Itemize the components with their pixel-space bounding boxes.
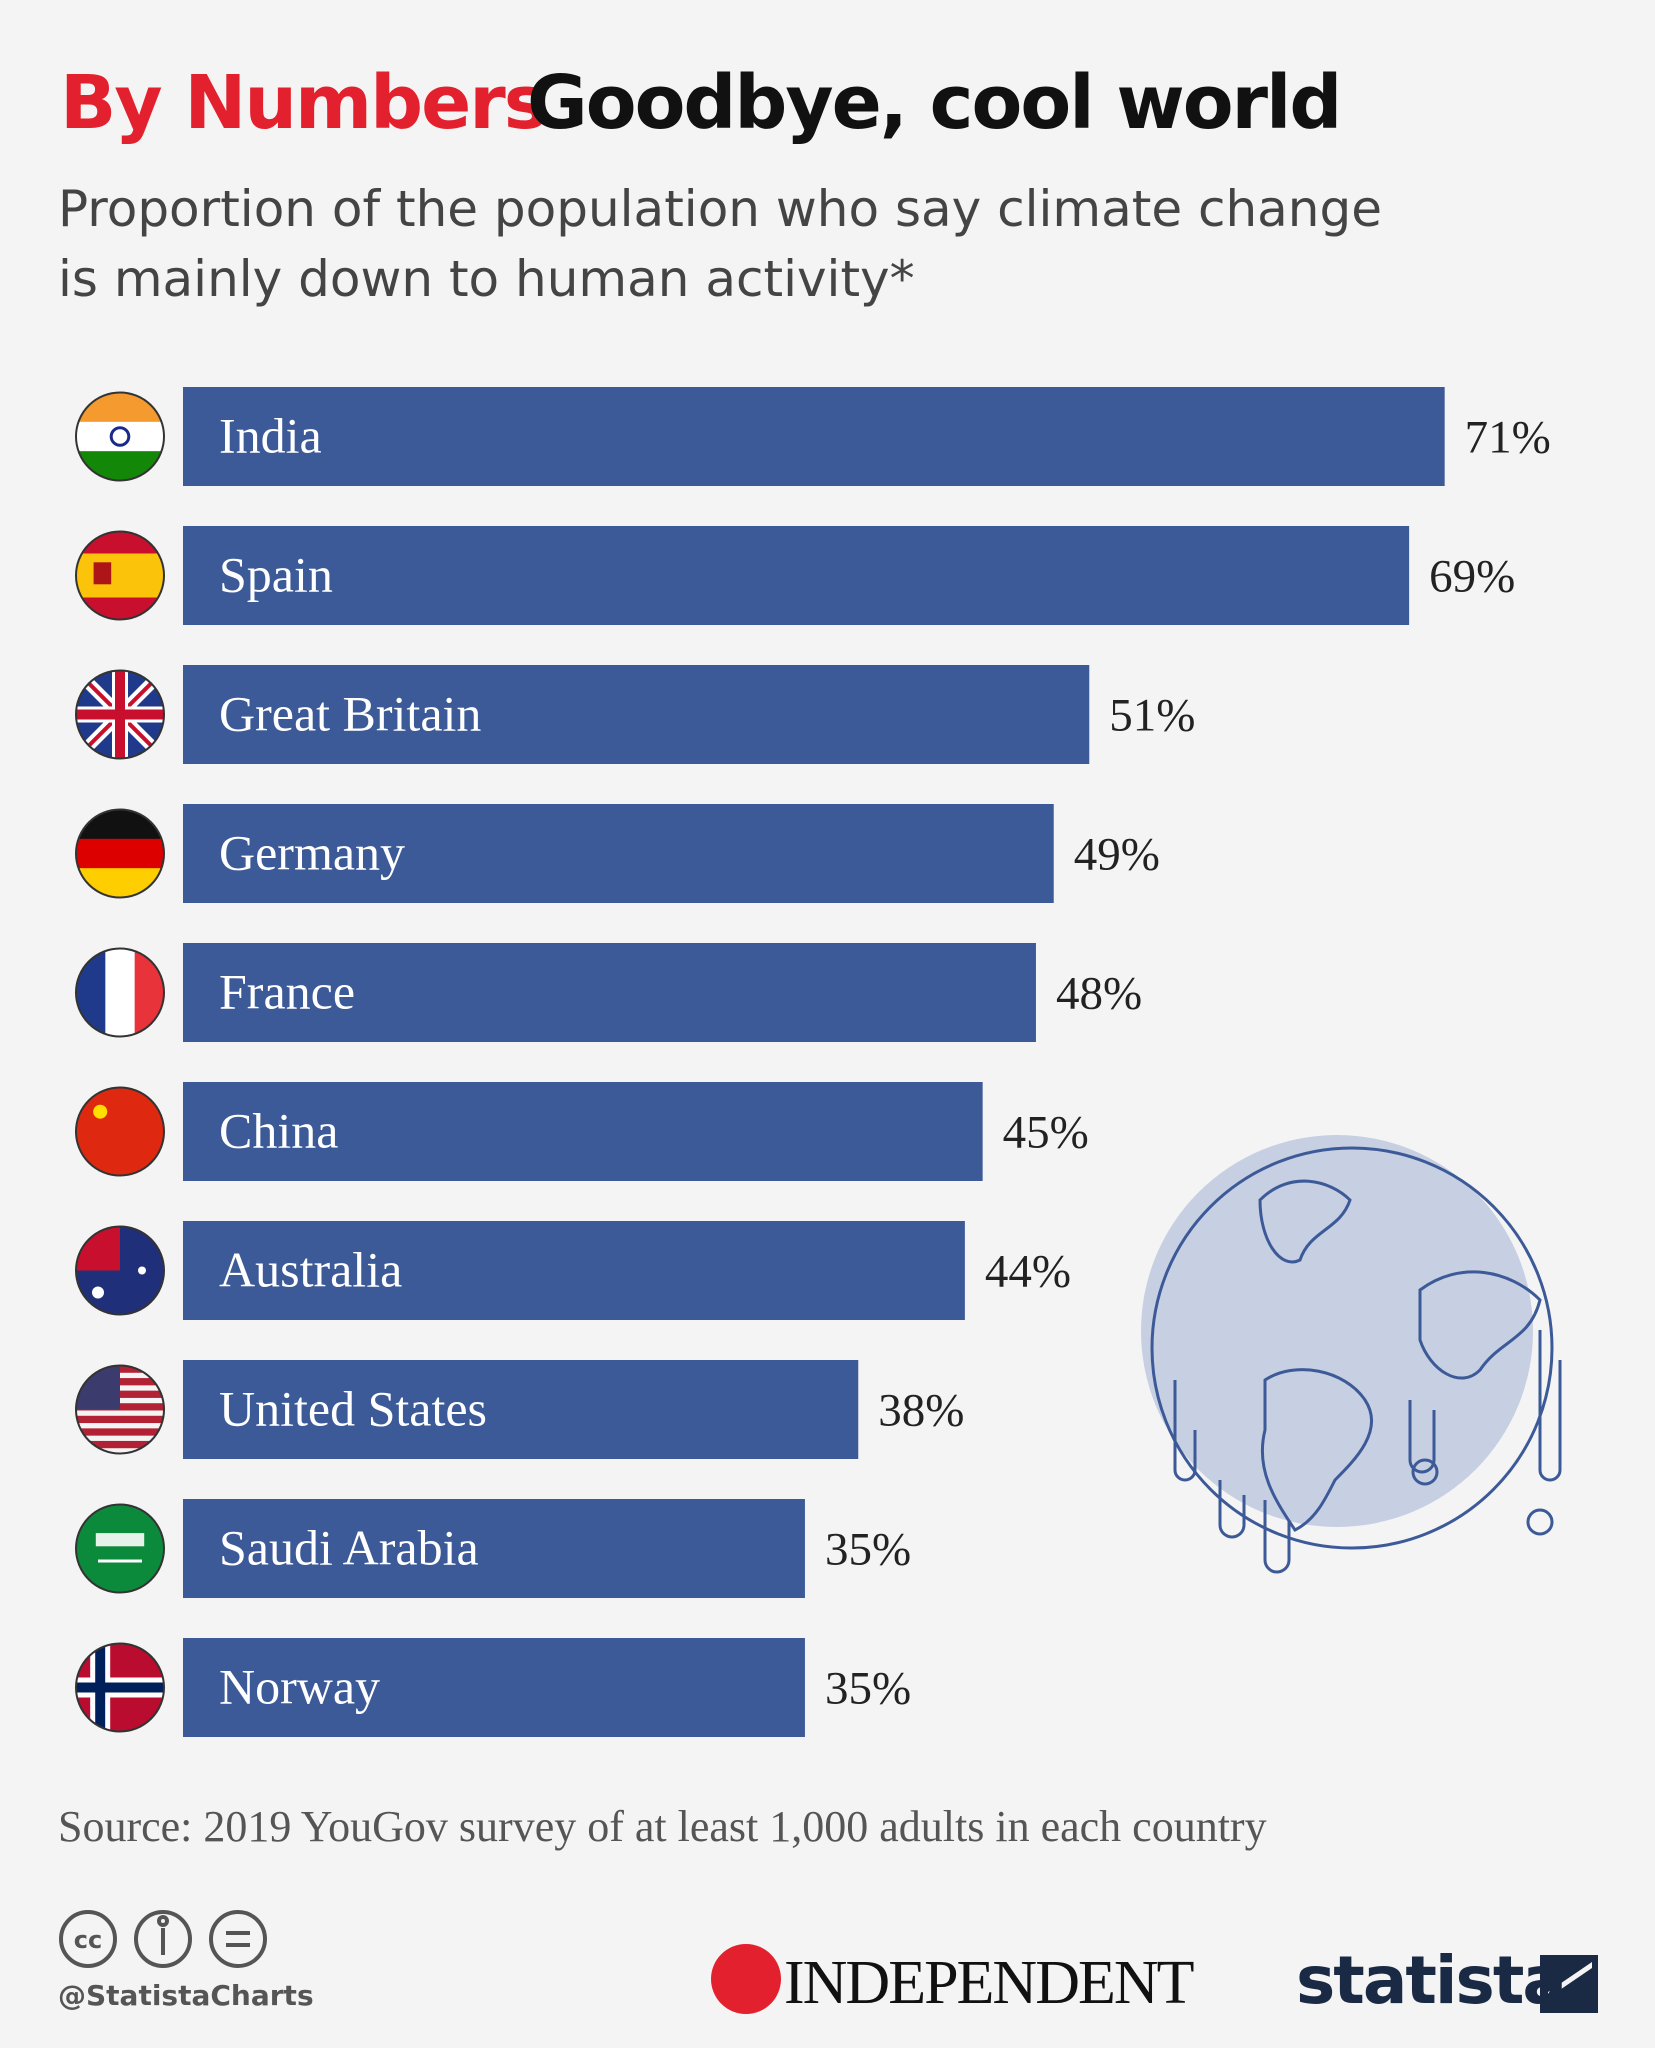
flag-part: [76, 1682, 164, 1693]
flag-border: [75, 1503, 165, 1594]
flag-part: [76, 553, 164, 598]
category-label: Saudi Arabia: [219, 1520, 479, 1576]
flag-border: [75, 808, 165, 899]
bar: [183, 1360, 859, 1459]
flag: [76, 1504, 164, 1593]
value-label: 71%: [1465, 412, 1551, 464]
value-label: 38%: [878, 1385, 964, 1437]
flag: [76, 670, 164, 759]
flag-part: [76, 1504, 164, 1593]
bar: [183, 665, 1090, 764]
flag: [76, 531, 164, 620]
flag-border: [75, 1642, 165, 1733]
category-label: France: [219, 964, 355, 1020]
category-label: United States: [219, 1381, 487, 1437]
flag-part: [76, 1415, 164, 1424]
subtitle: Proportion of the population who say cli…: [58, 180, 1382, 238]
flag-part: [138, 1266, 146, 1275]
flag-part: [115, 670, 125, 759]
value-label: 49%: [1074, 829, 1160, 881]
category-label: India: [219, 408, 322, 464]
value-label: 51%: [1109, 690, 1195, 742]
independent-emblem: [711, 1944, 781, 2014]
flag-part: [76, 1087, 164, 1176]
flag-part: [93, 1104, 108, 1119]
flag-border: [75, 391, 165, 482]
flag-border: [75, 530, 165, 621]
flag-border: [75, 1225, 165, 1316]
value-label: 69%: [1429, 551, 1515, 603]
flag-part: [76, 1440, 164, 1449]
flag-border: [75, 1086, 165, 1177]
bar: [183, 526, 1410, 625]
bar: [183, 387, 1445, 486]
flag: [76, 1643, 164, 1732]
bar: [183, 804, 1054, 903]
flag-part: [93, 562, 112, 585]
logo-independent: INDEPENDENT: [784, 1949, 1194, 2017]
source: Source: 2019 YouGov survey of at least 1…: [58, 1802, 1267, 1851]
license-icons: cc: [59, 1910, 267, 1968]
flag: [76, 1365, 164, 1449]
value-label: 35%: [825, 1524, 911, 1576]
category-label: China: [219, 1103, 338, 1159]
svg-text:cc: cc: [74, 1926, 102, 1954]
flag-part: [98, 1559, 142, 1563]
flag: [76, 1087, 164, 1176]
flag-part: [76, 838, 164, 870]
handle: @StatistaCharts: [58, 1979, 314, 2012]
category-label: Great Britain: [219, 686, 481, 742]
category-label: Australia: [219, 1242, 402, 1298]
flag-border: [75, 947, 165, 1038]
value-label: 44%: [985, 1246, 1071, 1298]
flag-part: [95, 1643, 106, 1732]
bar: [183, 943, 1036, 1042]
chart-title: Goodbye, cool world: [527, 60, 1340, 146]
bar-group: India 71% Spain 69% Great Britain 51% Germany 4…: [75, 387, 1551, 1737]
flag-part: [109, 426, 131, 447]
flag-part: [105, 948, 136, 1037]
flag-part: [95, 1533, 145, 1547]
value-label: 45%: [1003, 1107, 1089, 1159]
value-label: 35%: [825, 1663, 911, 1715]
subtitle: is mainly down to human activity*: [58, 250, 915, 308]
logo-statista: statista: [1296, 1942, 1565, 2019]
bar: [183, 1499, 805, 1598]
category-label: Germany: [219, 825, 405, 881]
globe-illustration: [1141, 1135, 1562, 1574]
flag: [76, 1226, 164, 1315]
category-label: Spain: [219, 547, 333, 603]
bar: [183, 1638, 805, 1737]
bar: [183, 1082, 983, 1181]
flag-part: [76, 1428, 164, 1436]
flag-border: [75, 1364, 165, 1455]
value-label: 48%: [1056, 968, 1142, 1020]
category-label: Norway: [219, 1659, 380, 1715]
bar: [183, 1221, 965, 1320]
statista-emblem: [1540, 1955, 1598, 2013]
kicker: By Numbers: [60, 60, 546, 146]
flag-border: [75, 669, 165, 760]
flag-part: [92, 1286, 104, 1299]
